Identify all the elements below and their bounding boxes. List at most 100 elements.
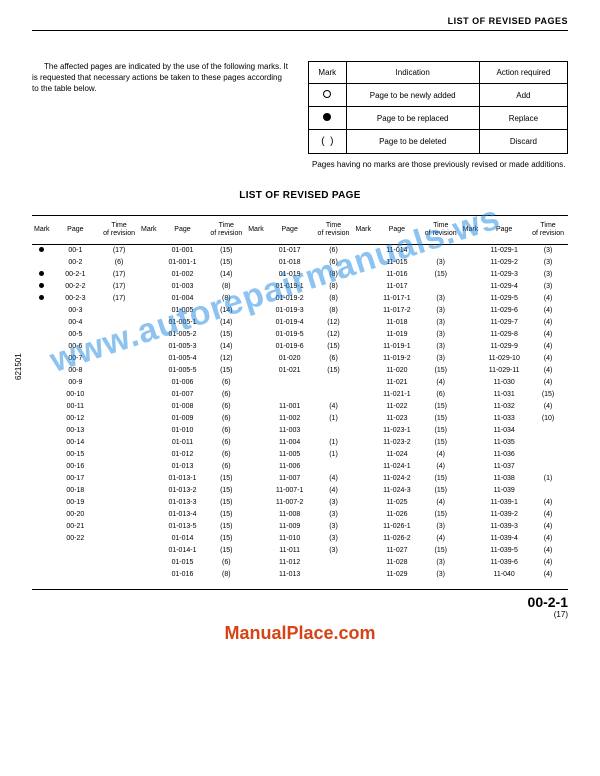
revision-cell: (3) [421, 305, 461, 317]
revision-cell [99, 557, 139, 569]
mark-cell [139, 437, 159, 449]
revision-cell [99, 305, 139, 317]
page-cell: 11-022 [373, 401, 421, 413]
revision-cell: (4) [528, 497, 568, 509]
page-cell: 00-22 [52, 533, 100, 545]
revision-cell: (15) [421, 545, 461, 557]
revision-cell: (6) [206, 557, 246, 569]
page-cell: 11-033 [480, 413, 528, 425]
mark-cell [139, 244, 159, 257]
page-cell [266, 377, 314, 389]
revision-cell [528, 461, 568, 473]
mark-cell [461, 244, 481, 257]
mark-cell [32, 425, 52, 437]
mark-cell [139, 341, 159, 353]
table-row: 00-2101-013-5(15)11-009(3)11-026-1(3)11-… [32, 521, 568, 533]
revision-cell: (4) [421, 497, 461, 509]
mark-cell [246, 497, 266, 509]
page-cell: 00-21 [52, 521, 100, 533]
revision-cell [99, 389, 139, 401]
page-cell: 00-13 [52, 425, 100, 437]
page-cell: 00-17 [52, 473, 100, 485]
revision-cell: (3) [314, 533, 354, 545]
mark-cell [246, 509, 266, 521]
mark-cell [461, 533, 481, 545]
mark-cell [32, 557, 52, 569]
mark-cell [32, 509, 52, 521]
page-cell: 00-18 [52, 485, 100, 497]
revision-cell: (6) [314, 244, 354, 257]
page-cell: 01-013-1 [159, 473, 207, 485]
page-cell [52, 569, 100, 581]
mark-cell [139, 329, 159, 341]
mark-cell [32, 317, 52, 329]
mark-cell [32, 365, 52, 377]
data-header-cell: Page [373, 216, 421, 244]
page-cell: 11-029-1 [480, 244, 528, 257]
revision-cell: (8) [206, 281, 246, 293]
side-document-code: 621501 [14, 353, 23, 380]
revision-cell: (6) [206, 401, 246, 413]
data-header-cell: Page [266, 216, 314, 244]
revision-cell: (10) [528, 413, 568, 425]
mark-cell [139, 509, 159, 521]
page-cell: 11-009 [266, 521, 314, 533]
revision-cell: (15) [421, 509, 461, 521]
mark-cell [246, 401, 266, 413]
mark-cell [461, 353, 481, 365]
page-cell: 11-024-1 [373, 461, 421, 473]
mark-cell [353, 244, 373, 257]
data-header-cell: Mark [139, 216, 159, 244]
revision-cell: (3) [421, 317, 461, 329]
table-row: 00-301-005(14)01-019-3(8)11-017-2(3)11-0… [32, 305, 568, 317]
mark-cell [139, 473, 159, 485]
mark-cell [246, 244, 266, 257]
intro-and-legend-row: The affected pages are indicated by the … [32, 61, 568, 154]
mark-cell [32, 401, 52, 413]
page-cell: 11-021 [373, 377, 421, 389]
page-cell: 11-019 [373, 329, 421, 341]
revision-cell: (8) [206, 569, 246, 581]
mark-cell [353, 329, 373, 341]
page-cell: 01-005-5 [159, 365, 207, 377]
revision-cell: (15) [421, 365, 461, 377]
mark-cell [246, 545, 266, 557]
revision-cell: (4) [528, 317, 568, 329]
table-row: 00-501-005-2(15)01-019-5(12)11-019(3)11-… [32, 329, 568, 341]
table-row: 00-1901-013-3(15)11-007-2(3)11-025(4)11-… [32, 497, 568, 509]
page-cell [266, 389, 314, 401]
revision-cell: (4) [528, 329, 568, 341]
page-cell: 01-019-6 [266, 341, 314, 353]
legend-indication-cell: Page to be newly added [346, 84, 479, 107]
revision-cell: (8) [314, 269, 354, 281]
revision-cell: (15) [206, 257, 246, 269]
data-header-cell: Timeof revision [99, 216, 139, 244]
page-cell: 00-10 [52, 389, 100, 401]
mark-cell [246, 473, 266, 485]
page-header-title: LIST OF REVISED PAGES [32, 16, 568, 31]
revision-cell: (3) [528, 257, 568, 269]
table-row: 00-1501-012(6)11-005(1)11-024(4)11-036 [32, 449, 568, 461]
page-cell: 11-029 [373, 569, 421, 581]
table-row: 00-701-005-4(12)01-020(6)11-019-2(3)11-0… [32, 353, 568, 365]
revision-cell: (3) [314, 545, 354, 557]
revision-cell: (15) [206, 509, 246, 521]
page-cell: 00-8 [52, 365, 100, 377]
revision-cell: (6) [206, 449, 246, 461]
mark-cell [139, 293, 159, 305]
table-row: 00-401-005-1(14)01-019-4(12)11-018(3)11-… [32, 317, 568, 329]
mark-cell [32, 533, 52, 545]
mark-cell [353, 509, 373, 521]
page-cell: 11-040 [480, 569, 528, 581]
revision-cell [99, 377, 139, 389]
page-cell: 00-1 [52, 244, 100, 257]
revision-cell: (4) [528, 521, 568, 533]
revision-cell: (15) [421, 473, 461, 485]
mark-cell [461, 389, 481, 401]
revision-cell: (17) [99, 281, 139, 293]
revision-cell: (14) [206, 341, 246, 353]
revision-cell: (14) [206, 305, 246, 317]
mark-cell [246, 533, 266, 545]
revision-cell [314, 389, 354, 401]
page-cell: 01-002 [159, 269, 207, 281]
